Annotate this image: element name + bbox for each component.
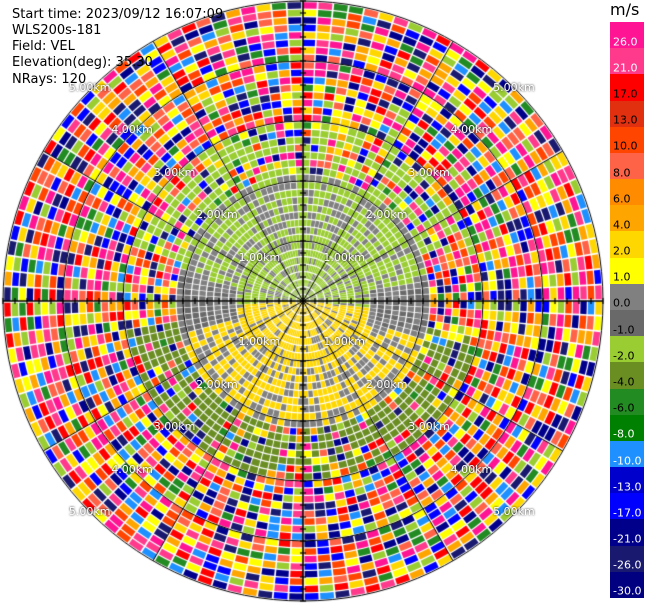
- colorbar-swatch: [610, 493, 644, 520]
- colorbar-tick-label: 2.0: [613, 244, 631, 258]
- range-ring-label: 1.00km: [238, 335, 281, 349]
- range-ring-label: 3.00km: [153, 165, 196, 179]
- colorbar-tick-label: -17.0: [613, 506, 642, 520]
- range-ring-label: 5.00km: [68, 80, 111, 94]
- range-ring-label: 1.00km: [323, 335, 365, 349]
- colorbar-tick-label: 17.0: [613, 87, 638, 101]
- colorbar-swatch: [610, 100, 644, 128]
- elevation-label: Elevation(deg): 35.30: [12, 55, 153, 70]
- colorbar-swatch: [610, 310, 644, 337]
- range-ring-label: 3.00km: [408, 420, 450, 434]
- colorbar-tick-label: 13.0: [613, 113, 638, 127]
- colorbar-tick-label: -21.0: [613, 532, 642, 546]
- colorbar-swatch: [610, 22, 644, 49]
- colorbar-tick-label: 8.0: [613, 166, 631, 180]
- range-ring-label: 3.00km: [408, 165, 450, 179]
- colorbar-tick-label: 21.0: [613, 61, 638, 75]
- colorbar-swatch: [610, 205, 644, 232]
- field-label: Field: VEL: [12, 39, 75, 54]
- colorbar-tick-label: 10.0: [613, 139, 638, 153]
- range-ring-label: 3.00km: [153, 420, 196, 434]
- colorbar-swatch: [610, 231, 644, 259]
- colorbar-swatch: [610, 152, 644, 180]
- colorbar-tick-label: 1.0: [613, 270, 631, 284]
- colorbar-swatch: [610, 257, 644, 285]
- colorbar-swatch: [610, 388, 644, 416]
- colorbar-swatch: [610, 519, 644, 547]
- range-ring-label: 4.00km: [450, 123, 493, 137]
- range-ring-label: 2.00km: [365, 208, 408, 222]
- colorbar-swatch: [610, 48, 644, 75]
- range-ring-label: 5.00km: [68, 505, 111, 519]
- colorbar-tick-label: 6.0: [613, 192, 631, 206]
- colorbar-swatch: [610, 126, 644, 154]
- colorbar-tick-label: 4.0: [613, 218, 631, 232]
- device-label: WLS200s-181: [12, 23, 102, 38]
- colorbar-tick-label: -8.0: [613, 427, 635, 441]
- colorbar-swatch: [610, 179, 644, 206]
- range-ring-label: 2.00km: [196, 377, 238, 391]
- colorbar-swatch: [610, 283, 644, 311]
- colorbar-tick-label: -13.0: [613, 480, 642, 494]
- colorbar-swatch: [610, 440, 644, 468]
- range-ring-label: 4.00km: [450, 462, 493, 476]
- colorbar-swatch: [610, 362, 644, 390]
- range-ring-label: 1.00km: [323, 250, 365, 264]
- colorbar-swatch: [610, 571, 644, 599]
- colorbar-swatch: [610, 414, 644, 442]
- range-ring-label: 4.00km: [111, 462, 153, 476]
- colorbar-swatch: [610, 74, 644, 102]
- range-ring-label: 4.00km: [111, 123, 153, 137]
- colorbar-tick-label: -10.0: [613, 454, 642, 468]
- range-ring-label: 2.00km: [196, 208, 238, 222]
- nrays-label: NRays: 120: [12, 72, 87, 87]
- start-time-label: Start time: 2023/09/12 16:07:09: [12, 7, 224, 22]
- colorbar-swatch: [610, 336, 644, 363]
- colorbar-tick-label: -1.0: [613, 323, 635, 337]
- colorbar-tick-label: -30.0: [613, 584, 642, 598]
- colorbar-tick-label: 26.0: [613, 35, 638, 49]
- colorbar-unit: m/s: [610, 0, 640, 19]
- colorbar-tick-label: -26.0: [613, 558, 642, 572]
- colorbar-tick-label: 0.0: [613, 296, 631, 310]
- colorbar-swatch: [610, 545, 644, 573]
- range-ring-label: 2.00km: [365, 377, 408, 391]
- range-ring-label: 1.00km: [238, 250, 281, 264]
- colorbar-tick-label: -2.0: [613, 349, 635, 363]
- colorbar-tick-label: -6.0: [613, 401, 635, 415]
- colorbar-swatch: [610, 467, 644, 494]
- range-ring-label: 5.00km: [493, 505, 535, 519]
- colorbar-tick-label: -4.0: [613, 375, 635, 389]
- colorbar: 26.0 21.0 17.0 13.0 10.0 8.0 6.0 4.0 2.0 1.0 0.0 -1…: [610, 22, 644, 599]
- range-ring-label: 5.00km: [493, 80, 535, 94]
